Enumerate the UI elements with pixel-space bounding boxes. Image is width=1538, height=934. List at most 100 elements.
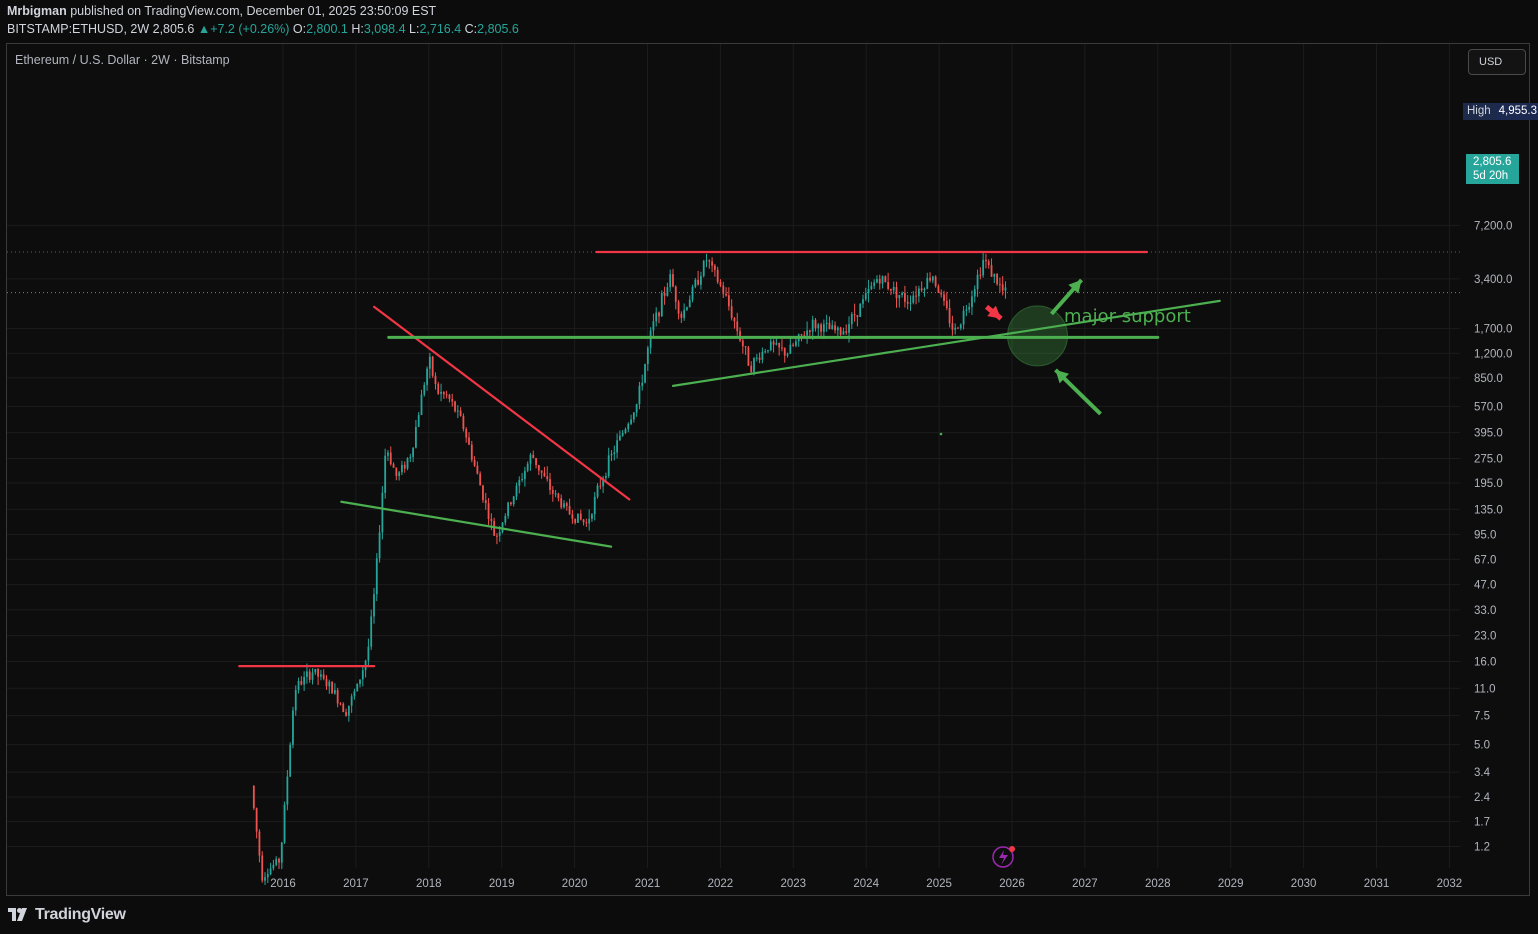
high-label: H: <box>351 22 364 36</box>
candle-body <box>549 479 551 490</box>
candle-body <box>252 785 255 809</box>
candle-body <box>264 877 266 881</box>
candle-body <box>641 382 644 386</box>
time-tick-label: 2016 <box>270 878 296 890</box>
tradingview-logo-icon <box>8 908 27 921</box>
price-tick-label: 33.0 <box>1474 605 1496 617</box>
candle-body <box>535 457 537 466</box>
candle-body <box>266 874 269 878</box>
candle-body <box>417 414 420 427</box>
candle-body <box>999 284 1001 286</box>
candle-body <box>574 518 577 523</box>
candle-body <box>814 319 817 329</box>
candle-body <box>496 535 498 537</box>
candle-body <box>669 274 672 288</box>
last-price: 2,805.6 <box>152 22 195 36</box>
price-tick-label: 1,200.0 <box>1474 348 1512 360</box>
candle-body <box>674 286 677 302</box>
candle-body <box>708 260 711 262</box>
candle-body <box>795 341 797 346</box>
candle-body <box>468 437 470 445</box>
candle-body <box>971 296 973 308</box>
price-tick-label: 135.0 <box>1474 504 1503 516</box>
candle-body <box>758 357 761 360</box>
candle-body <box>280 842 283 863</box>
candle-body <box>490 519 493 521</box>
candle-body <box>523 470 526 480</box>
candle-body <box>599 485 602 487</box>
candle-body <box>255 808 258 832</box>
price-tick-label: 195.0 <box>1474 478 1503 490</box>
candle-body <box>551 489 554 494</box>
last-tag-value: 2,805.6 <box>1473 156 1512 168</box>
open-value: 2,800.1 <box>306 22 348 36</box>
candle-body <box>859 303 862 317</box>
major-support-label: major support <box>1064 306 1191 327</box>
author-name[interactable]: Mrbigman <box>7 4 67 18</box>
price-tick-label: 47.0 <box>1474 580 1496 592</box>
chart-frame[interactable] <box>6 43 1530 896</box>
candle-body <box>297 681 300 691</box>
candle-body <box>487 503 490 520</box>
candle-body <box>579 513 582 520</box>
candle-body <box>716 269 719 283</box>
time-tick-label: 2031 <box>1364 878 1390 890</box>
candle-body <box>702 261 705 277</box>
footer-brand[interactable]: TradingView <box>8 904 126 926</box>
candle-body <box>646 347 649 365</box>
candle-body <box>339 703 342 705</box>
candle-body <box>431 356 434 376</box>
price-tick-label: 11.0 <box>1474 683 1496 695</box>
candle-body <box>554 493 557 495</box>
candle-body <box>806 330 809 336</box>
candle-body <box>632 412 635 420</box>
candle-body <box>370 616 373 647</box>
candle-body <box>909 302 912 304</box>
time-tick-label: 2018 <box>416 878 442 890</box>
candle-body <box>353 691 356 697</box>
price-change: +7.2 (+0.26%) <box>210 22 290 36</box>
candle-body <box>753 358 755 372</box>
candle-body <box>484 500 487 504</box>
candle-body <box>325 678 328 687</box>
candle-body <box>990 265 993 277</box>
candle-body <box>320 674 322 677</box>
candle-body <box>929 277 931 281</box>
candle-body <box>518 480 521 486</box>
time-tick-label: 2017 <box>343 878 369 890</box>
candle-body <box>412 447 415 458</box>
candle-body <box>943 294 945 302</box>
candle-body <box>803 335 806 337</box>
candle-body <box>582 519 585 523</box>
candle-body <box>1001 284 1004 291</box>
candle-body <box>529 454 532 464</box>
candle-body <box>493 520 496 536</box>
time-tick-label: 2021 <box>635 878 661 890</box>
candle-body <box>406 458 409 469</box>
candle-body <box>697 279 700 285</box>
price-tick-label: 1.7 <box>1474 817 1490 829</box>
candle-body <box>568 506 571 515</box>
candle-body <box>610 454 613 456</box>
candle-body <box>895 286 898 299</box>
candlestick-series <box>252 251 1007 886</box>
candle-body <box>870 285 873 289</box>
candle-body <box>976 274 979 290</box>
candle-body <box>923 288 926 291</box>
price-tick-label: 1,700.0 <box>1474 323 1512 335</box>
time-tick-label: 2024 <box>853 878 879 890</box>
candle-body <box>926 277 929 289</box>
price-tick-label: 850.0 <box>1474 373 1503 385</box>
candle-body <box>792 344 795 346</box>
candle-body <box>521 479 523 481</box>
candle-body <box>462 415 465 429</box>
candle-body <box>677 301 680 314</box>
currency-button[interactable]: USD <box>1468 49 1526 75</box>
price-tick-label: 3,400.0 <box>1474 274 1512 286</box>
close-value: 2,805.6 <box>477 22 519 36</box>
candle-body <box>700 276 702 285</box>
candle-body <box>862 299 864 304</box>
header: Mrbigman published on TradingView.com, D… <box>0 0 1538 42</box>
high-price-tag: High 4,955.3 <box>1463 103 1538 120</box>
